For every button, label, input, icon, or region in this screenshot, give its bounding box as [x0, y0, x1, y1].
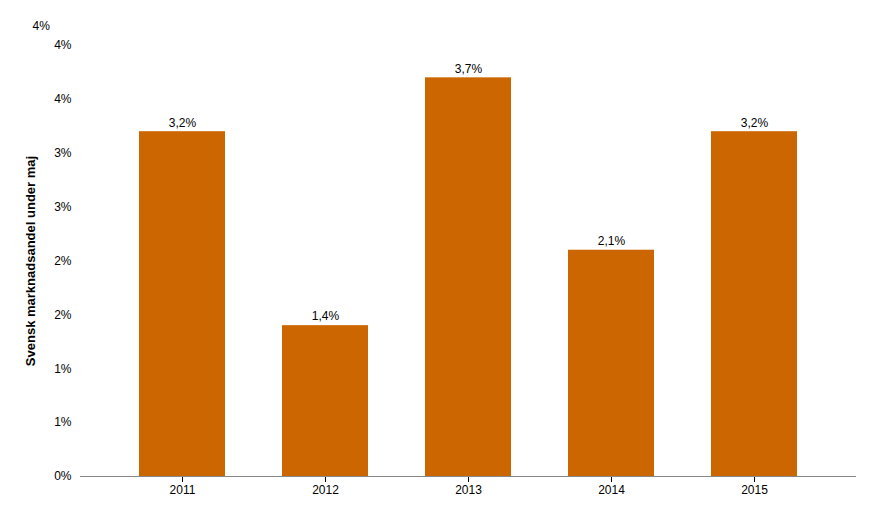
- svg-text:1,4%: 1,4%: [312, 309, 340, 323]
- svg-text:2,1%: 2,1%: [598, 234, 626, 248]
- svg-text:Svensk marknadsandel under maj: Svensk marknadsandel under maj: [23, 156, 38, 366]
- svg-text:3,2%: 3,2%: [169, 116, 197, 130]
- svg-text:2015: 2015: [741, 483, 768, 497]
- svg-text:3,2%: 3,2%: [741, 116, 769, 130]
- svg-text:3%: 3%: [54, 146, 72, 160]
- svg-text:4%: 4%: [54, 92, 72, 106]
- svg-text:0%: 0%: [54, 469, 72, 483]
- svg-text:3%: 3%: [54, 200, 72, 214]
- svg-text:2013: 2013: [455, 483, 482, 497]
- svg-text:4%: 4%: [33, 19, 51, 33]
- svg-text:4%: 4%: [54, 38, 72, 52]
- svg-text:2011: 2011: [170, 483, 196, 497]
- svg-text:2014: 2014: [598, 483, 625, 497]
- svg-text:2%: 2%: [54, 254, 72, 268]
- svg-text:1%: 1%: [54, 362, 72, 376]
- svg-text:2012: 2012: [312, 483, 339, 497]
- svg-text:2%: 2%: [54, 308, 72, 322]
- svg-text:1%: 1%: [54, 415, 72, 429]
- svg-text:3,7%: 3,7%: [455, 62, 483, 76]
